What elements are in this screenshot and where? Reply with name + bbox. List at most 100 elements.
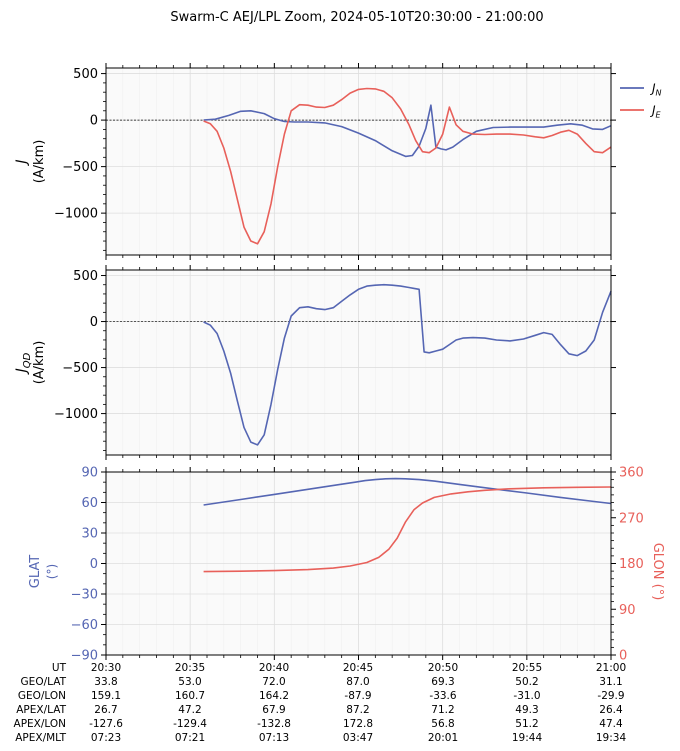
series-line-j-n <box>203 104 612 158</box>
footer-cell: 20:55 <box>512 662 542 674</box>
y-tick-label: 500 <box>73 269 98 284</box>
y-axis-symbol: J <box>14 159 30 166</box>
legend-label: JN <box>650 82 662 98</box>
footer-cell: 03:47 <box>343 732 373 744</box>
y-tick-label: −1000 <box>54 207 98 222</box>
footer-cell: -33.6 <box>429 690 456 702</box>
y-tick-label: 500 <box>73 67 98 82</box>
footer-cell: 07:21 <box>175 732 205 744</box>
footer-cell: 172.8 <box>343 718 373 730</box>
y2-tick-label: 360 <box>619 466 644 481</box>
footer-cell: 21:00 <box>596 662 626 674</box>
footer-cell: 50.2 <box>515 676 538 688</box>
footer-cell: -31.0 <box>513 690 540 702</box>
y-axis-unit: (A/km) <box>32 140 47 184</box>
y-tick-label: 30 <box>81 527 98 542</box>
footer-row-label: UT <box>52 662 67 674</box>
footer-cell: 20:30 <box>91 662 121 674</box>
footer-cell: 19:34 <box>596 732 627 744</box>
footer-cell: -127.6 <box>89 718 123 730</box>
footer-cell: 159.1 <box>91 690 121 702</box>
y-tick-label: −60 <box>71 618 98 633</box>
y-axis-label: JQD (A/km) <box>14 341 47 385</box>
footer-cell: 07:23 <box>91 732 121 744</box>
y-tick-label: 0 <box>90 114 98 129</box>
footer-cell: 56.8 <box>431 718 454 730</box>
footer-cell: 47.2 <box>178 704 201 716</box>
footer-cell: 71.2 <box>431 704 454 716</box>
footer-cell: 20:01 <box>428 732 458 744</box>
footer-cell: 33.8 <box>94 676 117 688</box>
y-tick-label: −500 <box>62 160 98 175</box>
footer-cell: 87.0 <box>346 676 369 688</box>
footer-row-label: APEX/LON <box>14 718 66 730</box>
y2-tick-label: 90 <box>619 603 636 618</box>
footer-cell: 20:35 <box>175 662 205 674</box>
legend: JN JE <box>620 82 662 120</box>
plot-frame <box>105 471 612 656</box>
footer-cell: 20:40 <box>259 662 289 674</box>
footer-cell: 20:50 <box>428 662 458 674</box>
y2-tick-label: 180 <box>619 557 644 572</box>
series-line-j-e <box>203 87 612 245</box>
footer-cell: 53.0 <box>178 676 201 688</box>
footer-cell: 26.4 <box>599 704 623 716</box>
legend-label-subscript: E <box>656 111 662 120</box>
panel-2: 500 0 −500 −1000 JQD (A/km) <box>14 265 616 460</box>
footer-cell: 164.2 <box>259 690 289 702</box>
footer-cell: 20:45 <box>343 662 373 674</box>
y-tick-label: −90 <box>71 649 98 664</box>
footer-row-label: APEX/LAT <box>16 704 66 716</box>
footer-cell: -87.9 <box>344 690 371 702</box>
chart-title: Swarm-C AEJ/LPL Zoom, 2024-05-10T20:30:0… <box>170 10 543 25</box>
y2-tick-label: 270 <box>619 511 644 526</box>
footer-cell: 160.7 <box>175 690 205 702</box>
legend-label: JE <box>650 104 662 120</box>
y2-tick-label: 0 <box>619 649 627 664</box>
y-axis-label: GLAT (°) <box>28 555 59 588</box>
plot-frame <box>105 67 612 256</box>
y-axis-title: GLAT <box>28 555 43 588</box>
y-axis-unit: (°) <box>45 564 59 579</box>
footer-cell: 49.3 <box>515 704 538 716</box>
footer-cell: 69.3 <box>431 676 454 688</box>
y-tick-label: −500 <box>62 361 98 376</box>
y-tick-label: −1000 <box>54 407 98 422</box>
footer-cell: 47.4 <box>599 718 623 730</box>
footer-cell: 26.7 <box>94 704 117 716</box>
footer-row-label: GEO/LAT <box>21 676 67 688</box>
footer-cell: 07:13 <box>259 732 289 744</box>
legend-label-subscript: N <box>656 89 662 98</box>
y-tick-label: 90 <box>81 466 98 481</box>
y-tick-label: 0 <box>90 557 98 572</box>
y-axis-unit: (A/km) <box>32 341 47 385</box>
y-tick-label: 60 <box>81 496 98 511</box>
y-tick-label: 0 <box>90 315 98 330</box>
footer-cell: 31.1 <box>599 676 622 688</box>
y-axis-subscript: QD <box>22 352 33 368</box>
footer-row-label: APEX/MLT <box>15 732 66 744</box>
footer-cell: -132.8 <box>257 718 291 730</box>
footer-table: UT 20:30 20:35 20:40 20:45 20:50 20:55 21:00 GEO… <box>14 662 627 744</box>
footer-cell: 19:44 <box>512 732 543 744</box>
panel-3: 90 60 30 0 −30 −60 −90 360 270 180 90 0 GLAT (°) GLON … <box>28 466 665 664</box>
y-axis-label: J (A/km) <box>14 140 47 184</box>
y2-axis-title: GLON (°) <box>650 543 665 601</box>
plot-frame <box>105 269 612 456</box>
footer-cell: 72.0 <box>262 676 285 688</box>
series-line-glon <box>203 486 612 573</box>
footer-cell: 87.2 <box>346 704 369 716</box>
y-tick-label: −30 <box>71 588 98 603</box>
y-axis-symbol: JQD <box>14 352 33 375</box>
y2-axis-label: GLON (°) <box>650 543 665 601</box>
series-line-glat <box>203 477 612 506</box>
footer-cell: 51.2 <box>515 718 538 730</box>
series-line-j-qd <box>203 283 612 446</box>
footer-cell: 67.9 <box>262 704 285 716</box>
footer-cell: -129.4 <box>173 718 207 730</box>
footer-cell: -29.9 <box>597 690 624 702</box>
footer-row-label: GEO/LON <box>18 690 66 702</box>
